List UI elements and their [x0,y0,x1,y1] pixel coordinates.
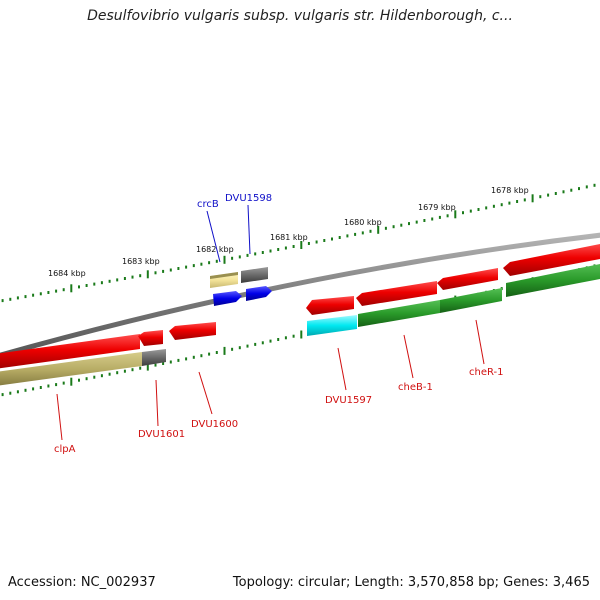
gene-red-left[interactable] [0,334,140,369]
gene-label-DVU1597[interactable]: DVU1597 [325,395,372,406]
gene-label-DVU1598[interactable]: DVU1598 [225,193,272,204]
gene-label-crcB[interactable]: crcB [197,199,219,210]
gene-red-r2[interactable] [356,281,437,306]
gene-cheR-1[interactable] [440,288,502,313]
gene-red-r4[interactable] [503,243,600,276]
gene-label-clpA[interactable]: clpA [54,444,76,455]
scale-label: 1680 kbp [344,218,382,227]
gene-blue-2[interactable] [246,286,272,301]
gene-label-cheB-1[interactable]: cheB-1 [398,382,433,393]
accession-text: Accession: NC_002937 [8,575,156,590]
gene-label-DVU1600[interactable]: DVU1600 [191,419,238,430]
gene-red-small-1[interactable] [138,330,163,346]
scale-label: 1678 kbp [491,186,529,195]
gene-DVU1597[interactable] [307,315,357,336]
map-title: Desulfovibrio vulgaris subsp. vulgaris s… [87,8,513,24]
gene-DVU1598[interactable] [241,267,268,283]
upper-scale [1,183,596,303]
gene-label-cheR-1[interactable]: cheR-1 [469,367,504,378]
gene-red-r3[interactable] [437,268,498,290]
scale-label: 1679 kbp [418,203,456,212]
top-leader-lines [206,204,251,263]
gene-blue-1[interactable] [213,291,242,306]
scale-label: 1683 kbp [122,257,160,266]
gene-red-r1[interactable] [306,296,354,315]
gene-crcB[interactable] [210,272,238,288]
genome-backbone [0,232,600,358]
genome-summary-text: Topology: circular; Length: 3,570,858 bp… [232,575,590,590]
bottom-leader-lines [56,319,485,441]
scale-label: 1684 kbp [48,269,86,278]
scale-label: 1681 kbp [270,233,308,242]
gene-DVU1601[interactable] [142,349,166,366]
gene-green-r4[interactable] [506,263,600,297]
gene-clpA[interactable] [0,352,142,386]
scale-label: 1682 kbp [196,245,234,254]
gene-cheB-1[interactable] [358,300,440,327]
gene-DVU1600[interactable] [169,322,216,340]
gene-label-DVU1601[interactable]: DVU1601 [138,429,185,440]
